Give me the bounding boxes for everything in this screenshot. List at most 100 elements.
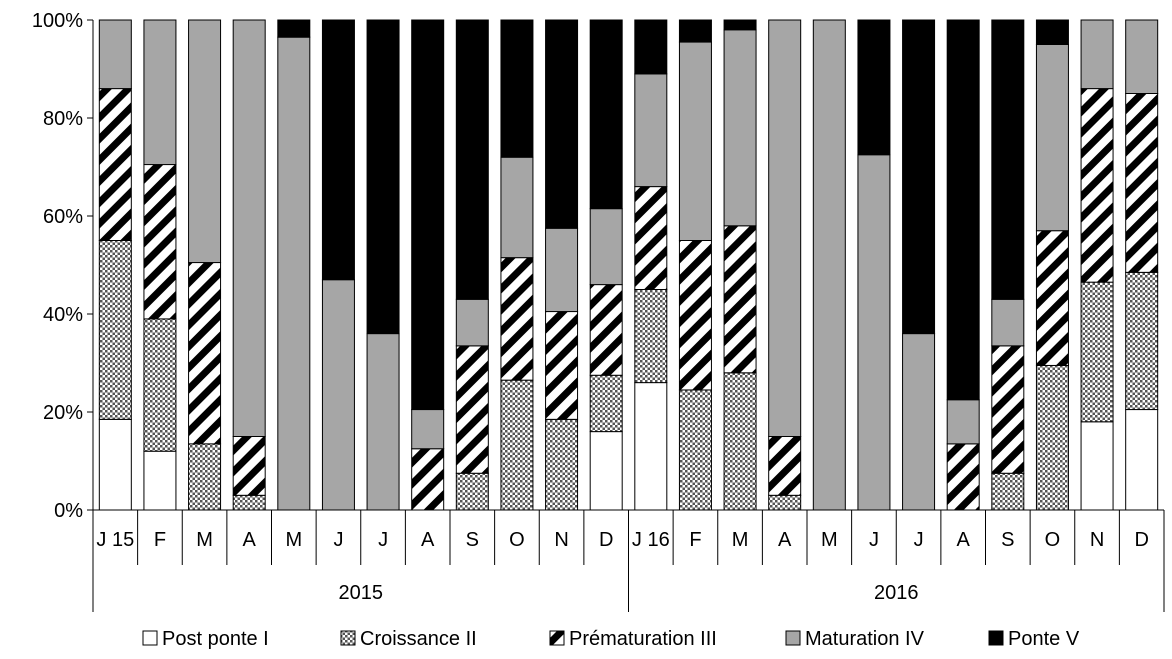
legend-label: Post ponte I [162,628,269,650]
x-tick-label: O [1045,529,1061,551]
bar-segment [678,41,712,241]
bar-segment [98,19,132,90]
bar-segment [455,472,489,511]
year-label: 2016 [874,582,919,604]
bar-segment [902,333,936,511]
bar-segment [455,298,489,347]
bar-segment [634,289,668,384]
legend-label: Ponte V [1008,628,1080,650]
bar-segment [1080,19,1114,90]
bar-segment [857,19,891,156]
bar-segment [188,19,222,264]
bar-segment [1125,271,1159,411]
bar-segment [545,418,579,511]
bar-segment [678,19,712,43]
bar-segment [902,19,936,335]
x-tick-label: S [466,529,479,551]
x-tick-label: A [778,529,792,551]
bar-segment [991,472,1025,511]
y-tick-label: 20% [43,402,83,424]
bar-segment [277,36,311,511]
bar-segment [991,298,1025,347]
bar-segment [991,345,1025,474]
y-tick-label: 80% [43,108,83,130]
bar-segment [455,19,489,300]
bar-segment [321,19,355,281]
bar-segment [366,19,400,335]
x-tick-label: N [554,529,568,551]
bar-segment [188,443,222,511]
bar-segment [143,164,177,320]
x-tick-label: J [378,529,388,551]
bar-segment [545,311,579,420]
x-tick-label: M [732,529,749,551]
legend-label: Prématuration III [569,628,717,650]
bar-segment [232,494,266,511]
bar-segment [500,379,534,511]
bar-segment [634,186,668,291]
bar-segment [946,399,980,445]
x-tick-label: M [821,529,838,551]
legend: Post ponte I Croissance II Prématuration I… [142,628,1080,650]
bar-segment [634,73,668,188]
x-tick-label: J 15 [96,529,134,551]
bar-segment [723,19,757,31]
bar-segment [500,156,534,259]
bar-segment [98,418,132,511]
bar-segment [589,208,623,286]
bar-segment [678,240,712,391]
bar-segment [366,333,400,511]
bar-segment [991,19,1025,300]
bar-segment [232,436,266,496]
bar-segment [634,382,668,511]
bar-segment [232,19,266,437]
x-tick-label: A [957,529,971,551]
x-tick-label: J [869,529,879,551]
x-tick-label: J [914,529,924,551]
bar-segment [1125,19,1159,94]
x-tick-label: A [243,529,257,551]
bar-segment [589,19,623,210]
year-label: 2015 [339,582,384,604]
x-tick-label: F [689,529,701,551]
bar-segment [857,154,891,511]
y-tick-label: 100% [32,10,83,32]
x-tick-label: M [196,529,213,551]
bar-segment [1080,281,1114,423]
bar-segment [500,19,534,158]
y-tick-label: 60% [43,206,83,228]
x-tick-label: O [509,529,525,551]
bar-segment [1080,88,1114,283]
x-tick-label: F [154,529,166,551]
x-tick-label: A [421,529,435,551]
bar-segment [678,389,712,511]
bar-segment [98,88,132,241]
bar-segment [545,19,579,229]
x-axis: J 15 F M A M J J A S O N D J 16 F M A M J J A S O N D 2015 2016 [92,509,1165,612]
bar-segment [500,257,534,381]
y-tick-label: 0% [54,500,83,522]
bar-segment [589,431,623,511]
bar-segment [589,374,623,433]
x-tick-label: J [333,529,343,551]
bar-segment [411,448,445,511]
bar-segment [768,19,802,437]
bar-segment [411,19,445,411]
bar-segment [455,345,489,474]
x-tick-label: M [285,529,302,551]
legend-label: Croissance II [360,628,477,650]
bar-segment [768,494,802,511]
bar-segment [1035,44,1069,232]
bar-segment [1035,364,1069,511]
bar-segment [143,19,177,166]
bar-segment [1125,409,1159,511]
bar-segment [723,29,757,227]
legend-swatch [988,630,1004,646]
bar-segment [1125,93,1159,273]
x-tick-label: N [1090,529,1104,551]
y-tick-label: 40% [43,304,83,326]
x-tick-label: S [1001,529,1014,551]
bar-segment [946,19,980,401]
bar-segment [723,225,757,374]
